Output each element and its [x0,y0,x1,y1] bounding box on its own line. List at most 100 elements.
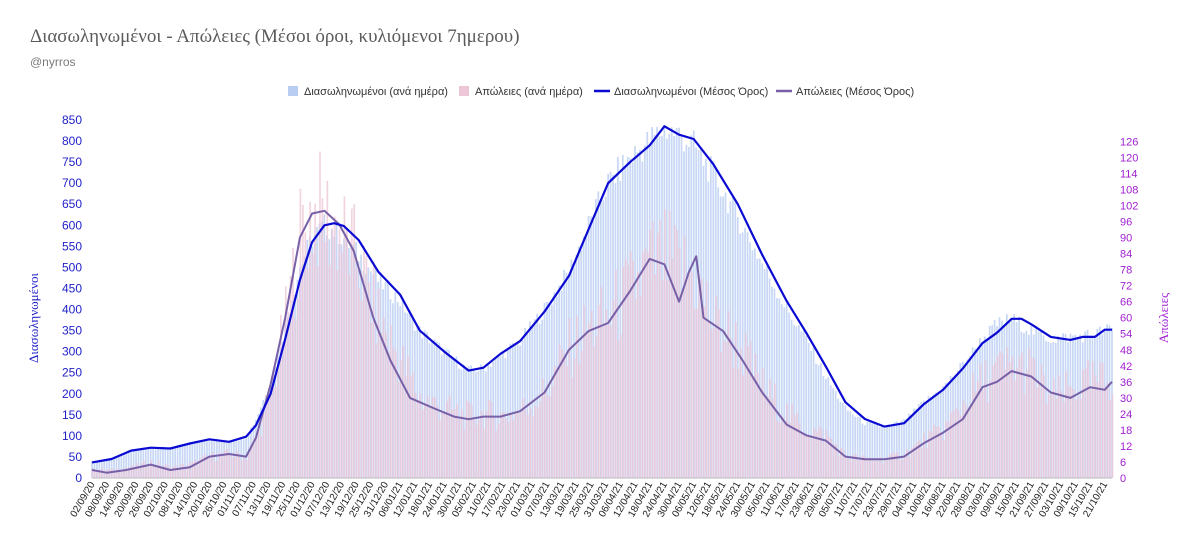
deaths-daily-bar [130,465,133,478]
intubated-daily-bar [898,423,901,478]
intubated-daily-bar [820,363,822,478]
deaths-daily-bar [531,416,534,478]
intubated-daily-bar [722,196,724,479]
legend-label: Διασωληνωμένοι (ανά ημέρα) [304,86,448,98]
deaths-daily-bar [913,445,916,478]
y2-tick-label: 48 [1120,345,1132,357]
deaths-daily-bar [1028,348,1031,478]
intubated-daily-bar [105,460,108,478]
deaths-daily-bar [783,423,786,478]
deaths-daily-bar [979,364,982,478]
deaths-daily-bar [1006,347,1009,478]
legend-label: Απώλειες (Μέσος Όρος) [796,86,914,98]
deaths-daily-bar [250,443,253,478]
intubated-daily-bar [130,450,132,478]
deaths-daily-bar [443,413,446,478]
deaths-daily-bar [245,460,248,478]
deaths-daily-bar [377,288,380,478]
deaths-daily-bar [341,251,343,478]
deaths-daily-bar [231,457,233,478]
deaths-daily-bar [1072,389,1075,478]
deaths-daily-bar [771,398,774,478]
intubated-daily-bar [851,414,854,478]
deaths-daily-bar [644,247,647,478]
intubated-daily-bar [181,445,184,478]
y2-tick-label: 36 [1120,377,1132,389]
deaths-daily-bar [607,324,610,478]
deaths-daily-bar [519,413,522,478]
y2-tick-label: 72 [1120,281,1132,293]
deaths-daily-bar [629,251,632,478]
intubated-daily-bar [122,453,125,478]
intubated-daily-bar [795,326,798,478]
deaths-daily-bar [688,272,691,478]
intubated-daily-bar [854,416,857,478]
deaths-daily-bar [930,431,933,478]
deaths-daily-bar [456,403,458,478]
intubated-daily-bar [719,196,722,479]
deaths-daily-bar [189,462,192,478]
deaths-daily-bar [590,311,593,478]
intubated-daily-bar [147,449,150,478]
deaths-daily-bar [1057,375,1060,478]
deaths-daily-bar [370,322,373,478]
deaths-daily-bar [624,259,627,478]
deaths-daily-bar [306,268,309,478]
deaths-daily-bar [756,372,759,478]
intubated-daily-bar [741,232,744,478]
deaths-daily-bar [693,308,696,478]
intubated-daily-bar [118,456,120,478]
intubated-daily-bar [213,441,216,478]
deaths-daily-bar [544,391,546,478]
deaths-daily-bar [642,252,644,478]
deaths-daily-bar [991,365,994,478]
deaths-daily-bar [999,351,1001,478]
y-tick-label: 150 [62,408,82,422]
deaths-daily-bar [94,471,96,478]
y-tick-label: 800 [62,134,82,148]
y2-tick-label: 24 [1120,409,1132,421]
deaths-daily-bar [700,278,703,478]
deaths-daily-bar [414,393,417,478]
deaths-daily-bar [248,452,250,478]
deaths-daily-bar [1033,359,1036,478]
deaths-daily-bar [955,407,957,478]
deaths-daily-bar [710,329,713,478]
deaths-daily-bar [316,266,319,478]
deaths-daily-bar [1040,364,1043,478]
deaths-daily-bar [595,336,598,478]
deaths-daily-bar [869,457,872,478]
legend-item: Απώλειες (ανά ημέρα) [459,86,583,98]
deaths-daily-bar [279,314,282,478]
intubated-daily-bar [609,171,612,478]
deaths-daily-bar [898,460,901,478]
deaths-daily-bar [140,462,143,478]
intubated-daily-bar [822,375,825,478]
intubated-daily-bar [736,217,739,478]
deaths-daily-bar [989,380,992,478]
intubated-daily-bar [824,378,827,478]
deaths-daily-bar [426,396,429,478]
deaths-daily-bar [125,468,128,478]
deaths-daily-bar [1074,399,1077,478]
intubated-daily-bar [886,425,888,478]
deaths-daily-bar [536,407,539,478]
deaths-daily-bar [823,442,825,478]
deaths-daily-bar [294,318,297,478]
intubated-daily-bar [125,452,128,478]
deaths-daily-bar [950,412,952,478]
deaths-daily-bar [143,460,145,478]
deaths-daily-bar [333,216,336,478]
deaths-daily-bar [255,437,258,478]
deaths-daily-bar [463,429,466,478]
intubated-daily-bar [127,450,130,478]
deaths-daily-bar [928,430,930,478]
y-tick-label: 50 [69,450,83,464]
deaths-daily-bar [238,454,241,478]
deaths-daily-bar [578,362,581,478]
deaths-daily-bar [392,347,395,478]
intubated-daily-bar [849,411,852,478]
intubated-daily-bar [776,298,778,478]
deaths-daily-bar [673,225,676,478]
y-tick-label: 550 [62,239,82,253]
